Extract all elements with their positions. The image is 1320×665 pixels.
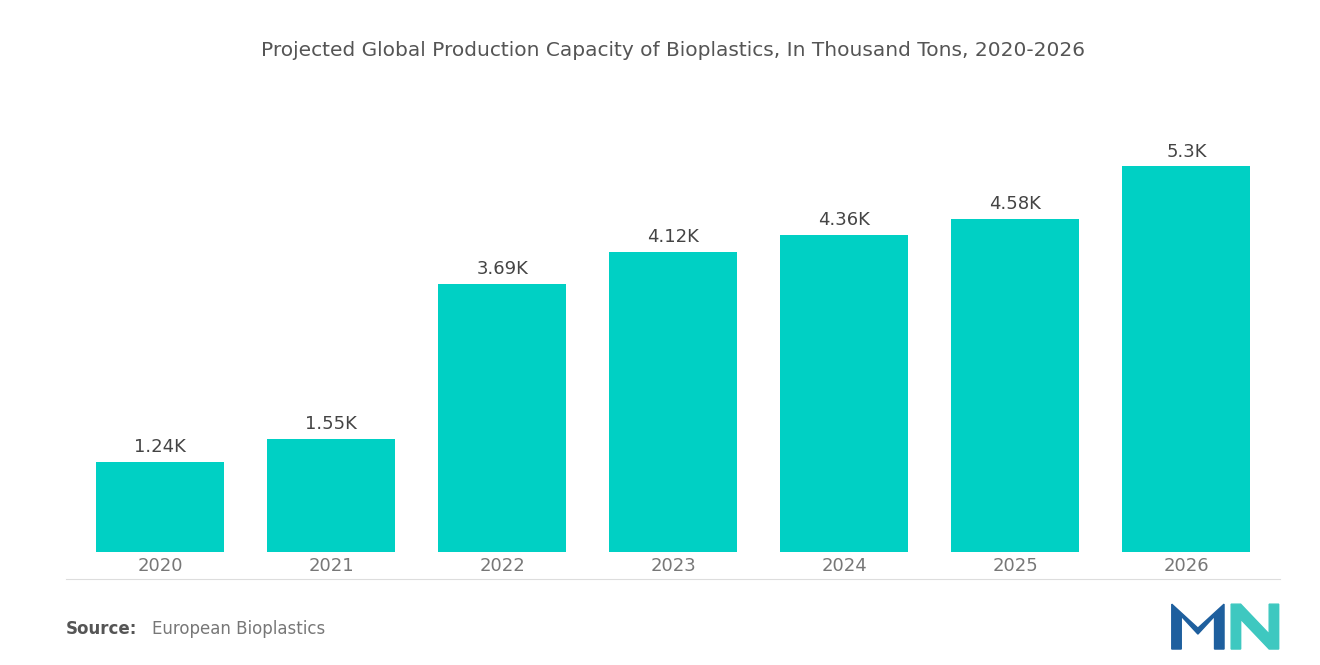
Text: 1.24K: 1.24K <box>135 438 186 456</box>
Text: European Bioplastics: European Bioplastics <box>152 620 325 638</box>
Polygon shape <box>1172 604 1224 649</box>
Text: 3.69K: 3.69K <box>477 260 528 278</box>
Bar <box>438 283 566 552</box>
Polygon shape <box>1232 604 1279 649</box>
Text: Source:: Source: <box>66 620 137 638</box>
Text: 4.58K: 4.58K <box>990 195 1041 213</box>
Text: 5.3K: 5.3K <box>1166 142 1206 161</box>
Text: 4.12K: 4.12K <box>647 229 700 247</box>
Bar <box>96 462 224 552</box>
Text: 1.55K: 1.55K <box>305 416 356 434</box>
Bar <box>952 219 1080 552</box>
Bar <box>780 235 908 552</box>
Title: Projected Global Production Capacity of Bioplastics, In Thousand Tons, 2020-2026: Projected Global Production Capacity of … <box>261 41 1085 60</box>
Bar <box>267 439 395 552</box>
Text: 4.36K: 4.36K <box>818 211 870 229</box>
Bar <box>609 252 738 552</box>
Bar <box>1122 166 1250 552</box>
